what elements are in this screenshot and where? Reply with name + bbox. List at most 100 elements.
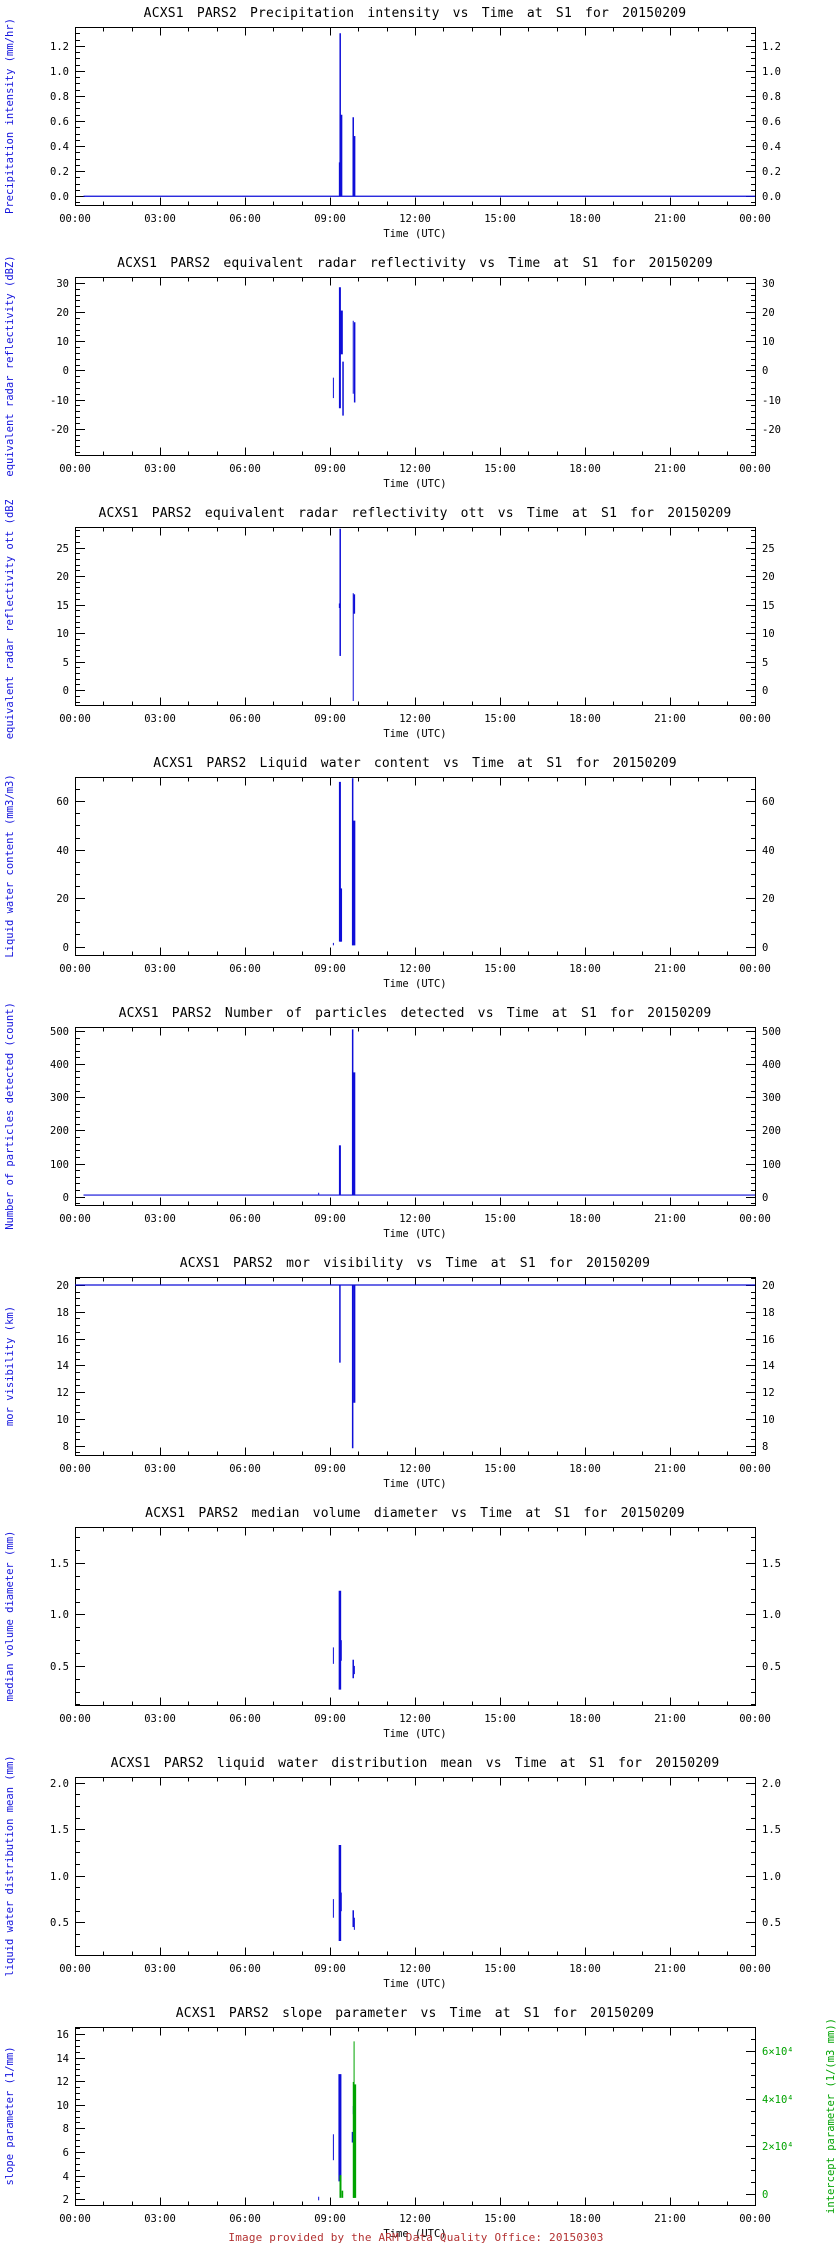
x-tick-label: 06:00 — [229, 213, 261, 225]
x-tick-label: 00:00 — [739, 1213, 771, 1225]
x-tick-label: 09:00 — [314, 713, 346, 725]
x-tick-label: 09:00 — [314, 963, 346, 975]
y-tick-label: 10 — [56, 336, 69, 348]
plot-canvas: ACXS1 PARS2 equivalent radar reflectivit… — [4, 255, 781, 490]
x-tick-label: 00:00 — [739, 713, 771, 725]
plot-canvas: ACXS1 PARS2 Precipitation intensity vs T… — [4, 6, 781, 240]
x-axis-label: Time (UTC) — [383, 228, 446, 240]
y-tick-label: 1.0 — [762, 1609, 781, 1621]
y-tick-label: 1.5 — [50, 1558, 69, 1570]
plot-block-3: ACXS1 PARS2 equivalent radar reflectivit… — [0, 500, 840, 750]
x-axis-label: Time (UTC) — [383, 2228, 446, 2240]
x-tick-label: 00:00 — [739, 1463, 771, 1475]
x-tick-label: 12:00 — [399, 713, 431, 725]
y-tick-label: 1.5 — [762, 1558, 781, 1570]
y-tick-label: 500 — [762, 1026, 781, 1038]
y-axis-label: slope parameter (1/mm) — [4, 2046, 16, 2185]
y-tick-label: 1.0 — [762, 66, 781, 78]
y-tick-label: 30 — [762, 278, 775, 290]
x-tick-label: 21:00 — [654, 1463, 686, 1475]
x-tick-label: 15:00 — [484, 213, 516, 225]
y-tick-label: 0.2 — [50, 166, 69, 178]
y-tick-label: 20 — [762, 893, 775, 905]
x-tick-label: 00:00 — [59, 713, 91, 725]
x-tick-label: 15:00 — [484, 713, 516, 725]
plot-title: ACXS1 PARS2 mor visibility vs Time at S1… — [180, 1256, 650, 1271]
y-tick-label: 300 — [50, 1092, 69, 1104]
y-tick-label: 0 — [63, 365, 69, 377]
y-tick-label: 0 — [762, 942, 768, 954]
x-tick-label: 09:00 — [314, 1963, 346, 1975]
x-tick-label: 12:00 — [399, 463, 431, 475]
y-tick-label: 400 — [762, 1059, 781, 1071]
x-tick-label: 09:00 — [314, 2213, 346, 2225]
x-tick-label: 03:00 — [144, 713, 176, 725]
y-axis-label: equivalent radar reflectivity ott (dBZ) — [4, 500, 16, 739]
y-tick-label: 1.5 — [762, 1824, 781, 1836]
x-tick-label: 00:00 — [59, 1963, 91, 1975]
x-tick-label: 00:00 — [59, 1463, 91, 1475]
y-tick-label: 16 — [762, 1334, 775, 1346]
y-tick-label: 12 — [762, 1387, 775, 1399]
y-tick-label: 40 — [762, 845, 775, 857]
x-tick-label: 18:00 — [569, 463, 601, 475]
x-tick-label: 06:00 — [229, 1463, 261, 1475]
y-tick-label: 1.0 — [50, 66, 69, 78]
y-tick-label: 4×10⁴ — [762, 2094, 794, 2106]
y-tick-label: 1.5 — [50, 1824, 69, 1836]
y-tick-label: 2.0 — [50, 1778, 69, 1790]
x-tick-label: 15:00 — [484, 1963, 516, 1975]
x-tick-label: 21:00 — [654, 713, 686, 725]
y-tick-label: 2.0 — [762, 1778, 781, 1790]
plot-title: ACXS1 PARS2 equivalent radar reflectivit… — [99, 506, 732, 521]
y-tick-label: 16 — [56, 2029, 69, 2041]
x-tick-label: 03:00 — [144, 1713, 176, 1725]
x-tick-label: 21:00 — [654, 2213, 686, 2225]
plot-title: ACXS1 PARS2 liquid water distribution me… — [111, 1756, 720, 1771]
plot-title: ACXS1 PARS2 Number of particles detected… — [119, 1006, 712, 1021]
x-tick-label: 06:00 — [229, 963, 261, 975]
y-axis-label: mor visibility (km) — [4, 1306, 16, 1426]
y-tick-label: 20 — [56, 1280, 69, 1292]
y-tick-label: 20 — [56, 893, 69, 905]
plot-canvas: ACXS1 PARS2 liquid water distribution me… — [4, 1755, 781, 1990]
y-tick-label: 0.4 — [50, 141, 69, 153]
x-tick-label: 06:00 — [229, 713, 261, 725]
x-tick-label: 03:00 — [144, 1213, 176, 1225]
y-tick-label: 12 — [56, 1387, 69, 1399]
y-tick-label: 25 — [762, 543, 775, 555]
y-tick-label: 5 — [762, 657, 768, 669]
plot-block-1: ACXS1 PARS2 Precipitation intensity vs T… — [0, 0, 840, 250]
x-tick-label: 00:00 — [739, 463, 771, 475]
x-tick-label: 18:00 — [569, 1213, 601, 1225]
plot-block-6: ACXS1 PARS2 mor visibility vs Time at S1… — [0, 1250, 840, 1500]
y-tick-label: 10 — [56, 628, 69, 640]
x-tick-label: 00:00 — [59, 463, 91, 475]
y-tick-label: 10 — [56, 1414, 69, 1426]
plot-title: ACXS1 PARS2 equivalent radar reflectivit… — [117, 256, 713, 271]
y-tick-label: 100 — [50, 1159, 69, 1171]
y-tick-label: 25 — [56, 543, 69, 555]
y-tick-label: 1.2 — [50, 41, 69, 53]
y-tick-label: 0.8 — [50, 91, 69, 103]
x-tick-label: 03:00 — [144, 213, 176, 225]
y-tick-label: 0 — [762, 365, 768, 377]
y-tick-label: 0.0 — [50, 191, 69, 203]
y-tick-label: -10 — [50, 395, 69, 407]
x-tick-label: 21:00 — [654, 963, 686, 975]
plot-title: ACXS1 PARS2 slope parameter vs Time at S… — [176, 2006, 654, 2021]
x-tick-label: 00:00 — [739, 1713, 771, 1725]
x-tick-label: 18:00 — [569, 2213, 601, 2225]
x-tick-label: 21:00 — [654, 1213, 686, 1225]
y-tick-label: 8 — [63, 2123, 69, 2135]
x-tick-label: 00:00 — [59, 963, 91, 975]
x-tick-label: 06:00 — [229, 1213, 261, 1225]
y-tick-label: 15 — [56, 600, 69, 612]
x-tick-label: 00:00 — [59, 1713, 91, 1725]
y-tick-label: 18 — [762, 1307, 775, 1319]
x-tick-label: 03:00 — [144, 963, 176, 975]
y-axis-label: equivalent radar reflectivity (dBZ) — [4, 255, 16, 476]
y-tick-label: 6×10⁴ — [762, 2046, 794, 2058]
x-tick-label: 15:00 — [484, 1463, 516, 1475]
y-tick-label: 10 — [762, 1414, 775, 1426]
